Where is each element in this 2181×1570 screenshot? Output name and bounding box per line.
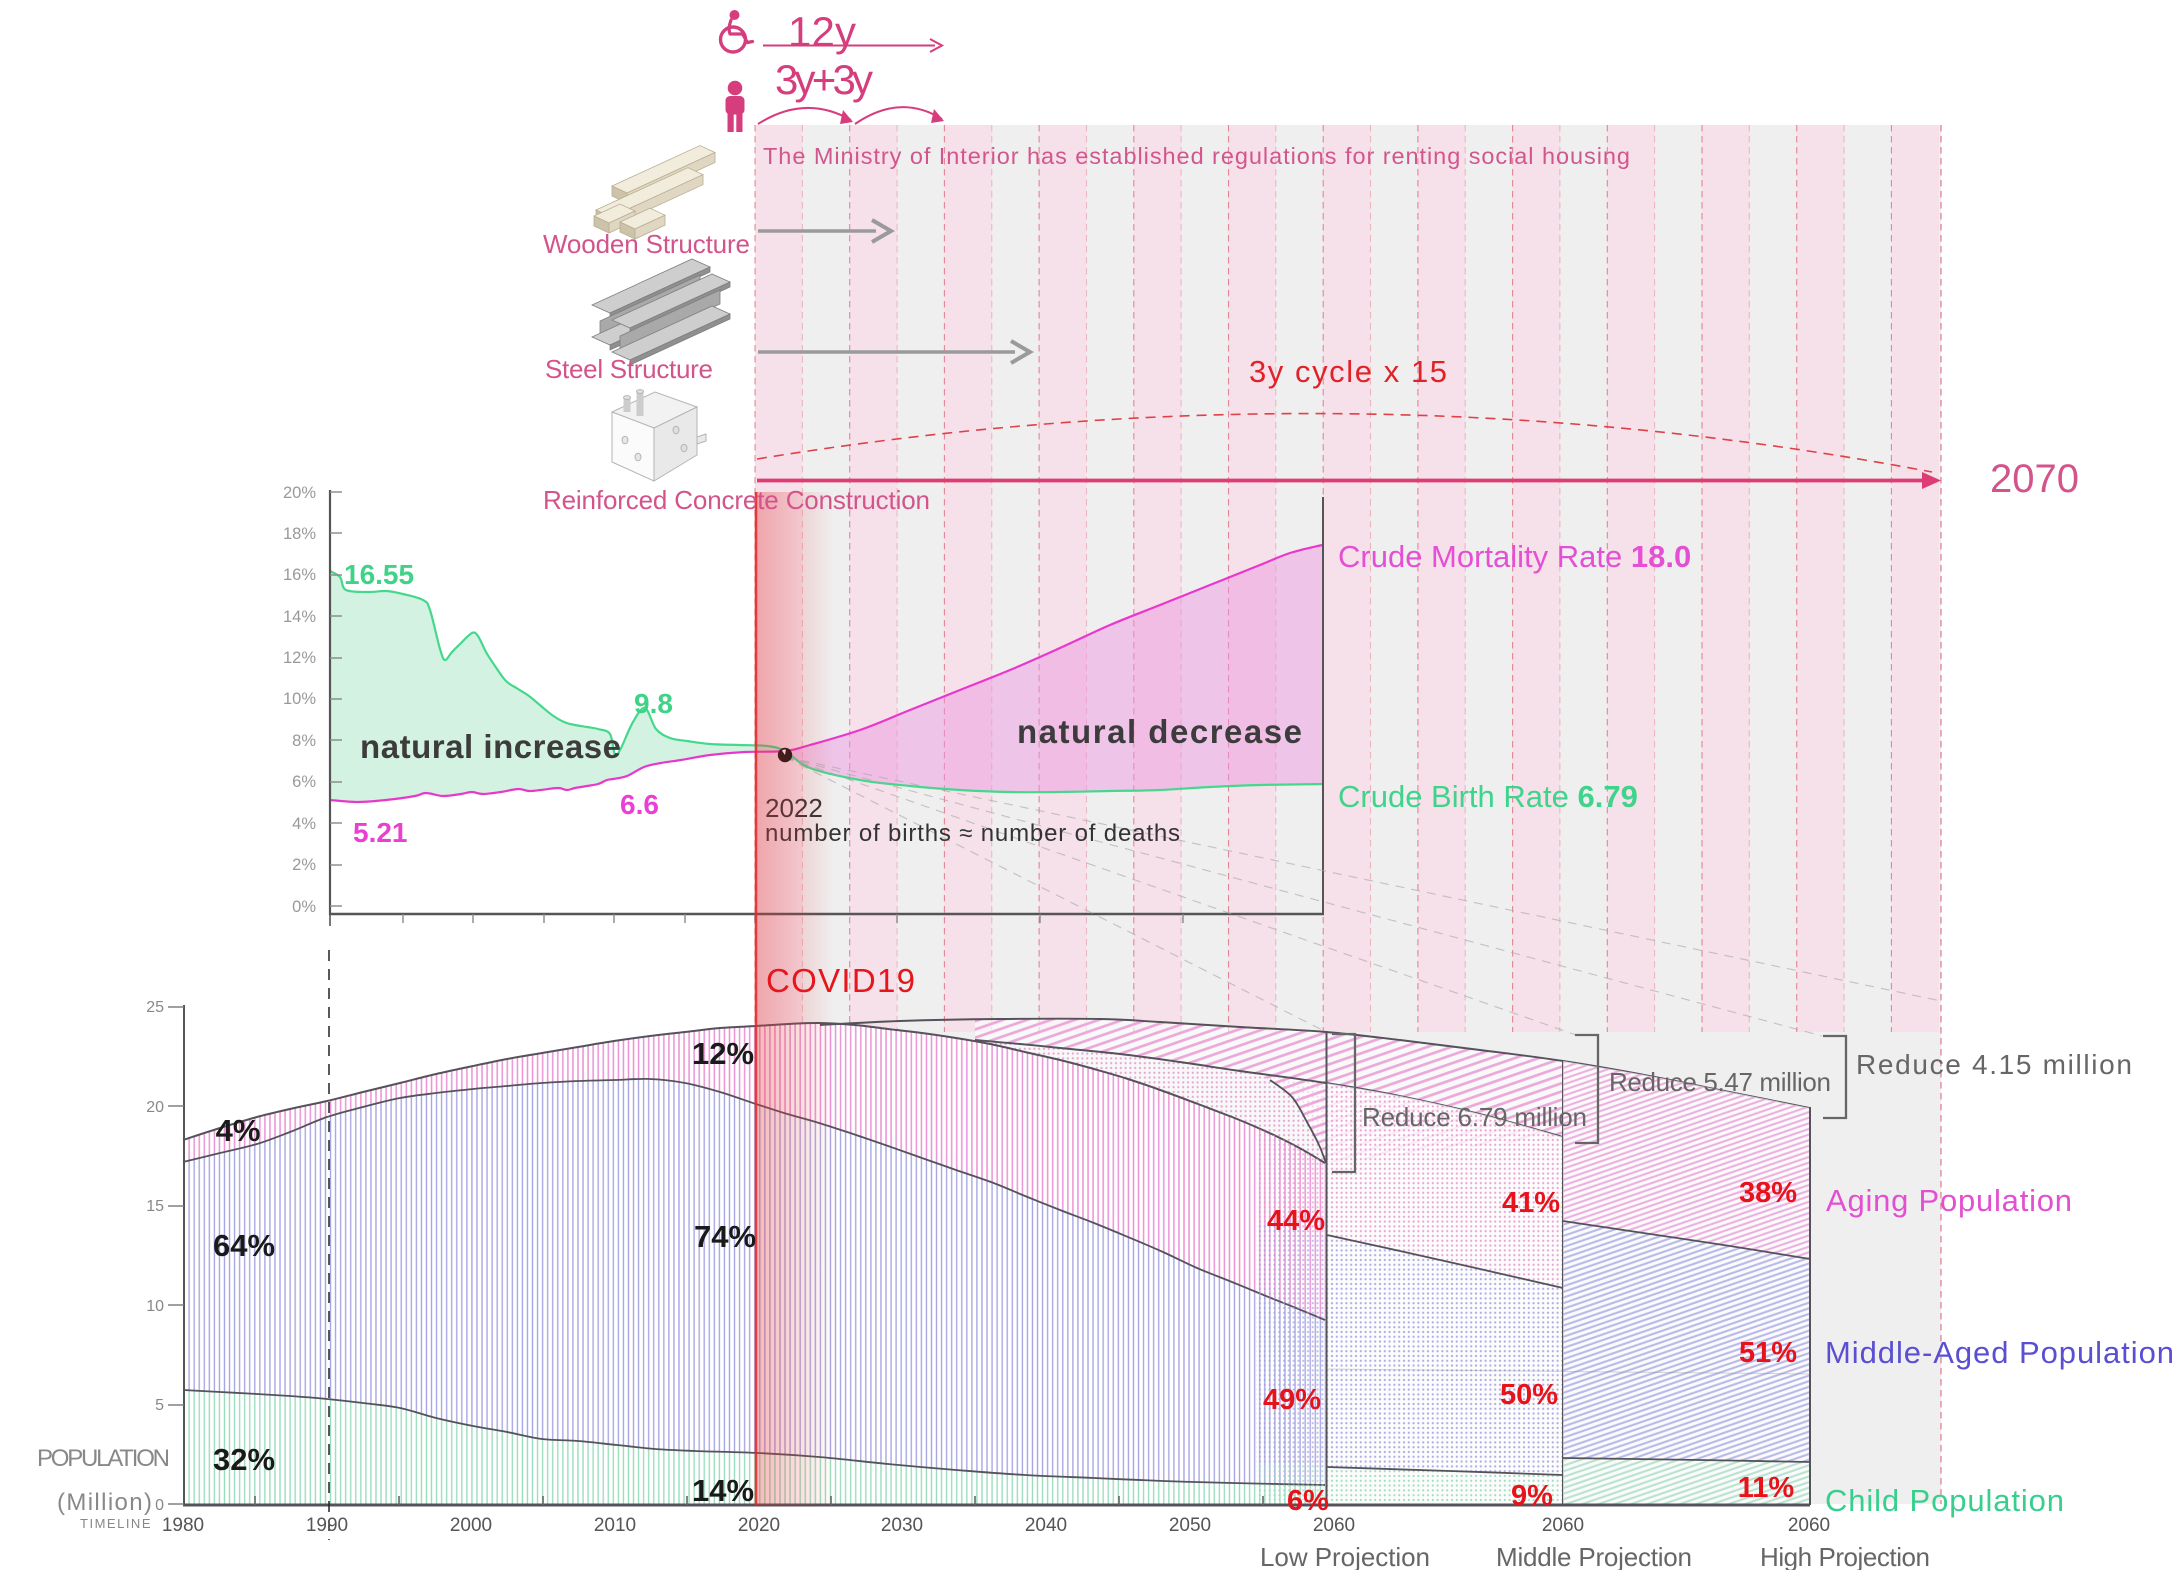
- svg-text:9%: 9%: [1511, 1480, 1553, 1512]
- svg-text:natural increase: natural increase: [360, 728, 621, 765]
- svg-text:10: 10: [146, 1298, 164, 1315]
- svg-text:11%: 11%: [1738, 1472, 1795, 1504]
- svg-text:Reduce 4.15 million: Reduce 4.15 million: [1856, 1049, 2132, 1080]
- svg-text:8%: 8%: [292, 732, 316, 750]
- svg-text:Steel Structure: Steel Structure: [545, 354, 713, 384]
- svg-text:51%: 51%: [1739, 1337, 1797, 1369]
- svg-text:38%: 38%: [1739, 1177, 1797, 1209]
- svg-text:5.21: 5.21: [353, 817, 408, 848]
- svg-text:4%: 4%: [292, 815, 316, 833]
- svg-text:0: 0: [155, 1497, 164, 1514]
- svg-text:2060: 2060: [1313, 1515, 1355, 1536]
- svg-text:10%: 10%: [283, 690, 316, 708]
- svg-text:2040: 2040: [1025, 1515, 1067, 1536]
- svg-text:Low Projection: Low Projection: [1260, 1542, 1430, 1570]
- svg-text:16.55: 16.55: [344, 559, 414, 590]
- svg-text:2060: 2060: [1542, 1515, 1584, 1536]
- svg-text:Child Population: Child Population: [1825, 1483, 2064, 1518]
- svg-text:1980: 1980: [162, 1515, 204, 1536]
- svg-text:14%: 14%: [692, 1473, 754, 1508]
- svg-text:20%: 20%: [283, 484, 316, 502]
- svg-text:High Projection: High Projection: [1760, 1542, 1930, 1570]
- svg-text:Reinforced Concrete Constructi: Reinforced Concrete Construction: [543, 485, 930, 515]
- svg-text:16%: 16%: [283, 566, 316, 584]
- svg-text:25: 25: [146, 999, 164, 1016]
- svg-text:Crude Birth Rate 6.79: Crude Birth Rate 6.79: [1338, 779, 1638, 814]
- svg-text:2000: 2000: [450, 1515, 492, 1536]
- svg-text:Reduce 5.47 million: Reduce 5.47 million: [1609, 1067, 1831, 1097]
- svg-text:20: 20: [146, 1099, 164, 1116]
- svg-text:12%: 12%: [283, 649, 316, 667]
- svg-text:49%: 49%: [1263, 1384, 1321, 1416]
- svg-text:12%: 12%: [692, 1036, 754, 1071]
- svg-text:COVID19: COVID19: [766, 962, 915, 999]
- svg-text:Crude Mortality Rate 18.0: Crude Mortality Rate 18.0: [1338, 539, 1691, 574]
- svg-text:3y+3y: 3y+3y: [775, 56, 873, 103]
- svg-text:Reduce 6.79 million: Reduce 6.79 million: [1362, 1102, 1587, 1132]
- svg-text:The Ministry of Interior has e: The Ministry of Interior has established…: [763, 143, 1630, 169]
- svg-text:POPULATION: POPULATION: [37, 1445, 170, 1472]
- svg-text:44%: 44%: [1267, 1205, 1325, 1237]
- svg-text:Aging Population: Aging Population: [1826, 1183, 2072, 1218]
- svg-text:50%: 50%: [1500, 1379, 1558, 1411]
- svg-text:2070: 2070: [1990, 457, 2079, 501]
- svg-text:18%: 18%: [283, 525, 316, 543]
- svg-text:0%: 0%: [292, 898, 316, 916]
- svg-text:6%: 6%: [292, 773, 316, 791]
- svg-text:Middle-Aged Population: Middle-Aged Population: [1825, 1335, 2174, 1370]
- svg-text:2060: 2060: [1788, 1515, 1830, 1536]
- svg-text:5: 5: [155, 1397, 164, 1414]
- svg-text:15: 15: [146, 1198, 164, 1215]
- svg-text:2030: 2030: [881, 1515, 923, 1536]
- svg-text:Wooden Structure: Wooden Structure: [543, 229, 750, 259]
- svg-text:6.6: 6.6: [620, 789, 659, 820]
- svg-text:64%: 64%: [213, 1228, 275, 1263]
- svg-text:14%: 14%: [283, 608, 316, 626]
- svg-text:4%: 4%: [216, 1113, 261, 1148]
- svg-text:9.8: 9.8: [634, 688, 673, 719]
- svg-text:74%: 74%: [694, 1219, 756, 1254]
- svg-text:(Million): (Million): [57, 1489, 152, 1516]
- svg-text:6%: 6%: [1287, 1485, 1329, 1517]
- svg-text:32%: 32%: [213, 1442, 275, 1477]
- svg-text:TIMELINE: TIMELINE: [80, 1516, 152, 1531]
- svg-text:Middle Projection: Middle Projection: [1496, 1542, 1692, 1570]
- svg-text:1990: 1990: [306, 1515, 348, 1536]
- svg-text:natural decrease: natural decrease: [1017, 713, 1302, 750]
- svg-text:2010: 2010: [594, 1515, 636, 1536]
- svg-text:12y: 12y: [788, 8, 856, 55]
- svg-text:41%: 41%: [1502, 1187, 1560, 1219]
- svg-text:2050: 2050: [1169, 1515, 1211, 1536]
- svg-text:2%: 2%: [292, 856, 316, 874]
- svg-text:3y cycle x 15: 3y cycle x 15: [1249, 354, 1447, 389]
- svg-text:2020: 2020: [738, 1515, 780, 1536]
